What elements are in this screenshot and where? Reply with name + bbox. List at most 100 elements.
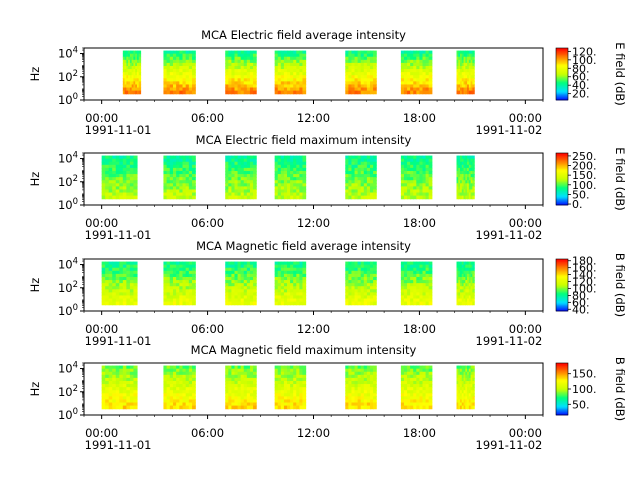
heatmap-cell <box>122 56 126 61</box>
heatmap-cell <box>302 377 307 382</box>
heatmap-cell <box>302 90 307 95</box>
heatmap-cell <box>354 289 359 293</box>
heatmap-cell <box>225 377 229 382</box>
heatmap-cell <box>131 53 135 58</box>
colorbar-segment <box>556 259 568 261</box>
heatmap-cell <box>246 273 251 278</box>
colorbar-segment <box>556 154 568 156</box>
heatmap-cell <box>234 167 239 172</box>
x-date-label: 1991-11-02 <box>476 334 543 348</box>
heatmap-cell <box>461 270 465 275</box>
heatmap-cell <box>470 192 473 197</box>
heatmap-cell <box>112 380 117 385</box>
heatmap-cell <box>243 155 248 160</box>
heatmap-cell <box>403 374 408 379</box>
heatmap-cell <box>403 380 408 385</box>
heatmap-cell <box>246 393 251 397</box>
heatmap-cell <box>419 59 424 64</box>
heatmap-cell <box>185 183 190 187</box>
heatmap-cell <box>410 170 414 175</box>
heatmap-cell <box>354 186 359 191</box>
heatmap-cell <box>458 384 461 388</box>
heatmap-cell <box>172 301 177 306</box>
heatmap-cell <box>302 195 307 200</box>
heatmap-cell <box>274 289 279 293</box>
heatmap-cell <box>366 387 371 391</box>
heatmap-cell <box>131 72 135 76</box>
heatmap-cell <box>363 396 368 401</box>
heatmap-cell <box>119 292 124 297</box>
heatmap-cell <box>231 405 236 410</box>
heatmap-cell <box>225 298 229 303</box>
heatmap-cell <box>357 53 362 58</box>
heatmap-cell <box>172 72 177 76</box>
heatmap-cell <box>172 371 177 376</box>
heatmap-cell <box>357 292 362 297</box>
heatmap-cell <box>240 69 245 73</box>
heatmap-cell <box>410 50 414 55</box>
heatmap-cell <box>112 283 117 287</box>
heatmap-cell <box>133 405 138 410</box>
heatmap-cell <box>176 155 180 160</box>
heatmap-cell <box>253 295 257 300</box>
heatmap-cell <box>299 62 304 67</box>
heatmap-cell <box>129 405 135 410</box>
heatmap-cell <box>468 84 472 89</box>
heatmap-cell <box>163 387 168 391</box>
colorbar-segment <box>556 57 568 59</box>
heatmap-cell <box>166 384 171 388</box>
heatmap-cell <box>468 390 472 394</box>
heatmap-cell <box>108 189 113 194</box>
heatmap-cell <box>422 396 427 401</box>
heatmap-cell <box>129 374 135 379</box>
heatmap-cell <box>246 283 251 287</box>
y-tick-label: 104 <box>58 361 78 376</box>
heatmap-cell <box>169 295 174 300</box>
heatmap-cell <box>119 368 124 373</box>
heatmap-cell <box>280 365 285 370</box>
heatmap-cell <box>465 295 468 300</box>
colorbar-tick-label: 150. <box>572 169 597 182</box>
heatmap-cell <box>246 298 251 303</box>
heatmap-cell <box>129 368 135 373</box>
colorbar-tick-label: 160. <box>572 262 597 275</box>
heatmap-cell <box>461 164 465 169</box>
heatmap-cell <box>373 365 377 370</box>
heatmap-cell <box>468 158 472 163</box>
heatmap-cell <box>122 267 127 272</box>
heatmap-cell <box>299 183 304 187</box>
panel-title: MCA Magnetic field maximum intensity <box>191 343 417 357</box>
heatmap-cell <box>463 368 466 373</box>
heatmap-cell <box>101 286 106 290</box>
heatmap-cell <box>428 177 433 181</box>
heatmap-cell <box>357 62 362 67</box>
heatmap-cell <box>425 286 430 290</box>
heatmap-cell <box>274 183 279 187</box>
heatmap-cell <box>115 365 120 370</box>
colorbar-segment <box>556 304 568 307</box>
heatmap-cell <box>302 393 307 397</box>
heatmap-cell <box>287 273 291 278</box>
heatmap-cell <box>126 270 131 275</box>
colorbar: 50.100.150. B field (dB) <box>555 357 627 421</box>
heatmap-cell <box>176 365 180 370</box>
heatmap-cell <box>290 65 294 70</box>
heatmap-cell <box>112 301 117 306</box>
heatmap-cell <box>290 164 294 169</box>
heatmap-cell <box>428 174 433 178</box>
heatmap-cell <box>456 270 459 275</box>
heatmap-cell <box>188 174 193 178</box>
heatmap-cell <box>179 62 184 67</box>
heatmap-cell <box>163 396 168 401</box>
heatmap-cell <box>465 78 468 82</box>
heatmap-cell <box>101 298 106 303</box>
heatmap-cell <box>296 387 300 391</box>
heatmap-cell <box>246 167 251 172</box>
heatmap-cell <box>422 264 427 269</box>
colorbar-segment <box>556 188 568 190</box>
heatmap-cell <box>231 183 236 187</box>
heatmap-cell <box>283 399 288 404</box>
heatmap-cell <box>369 283 374 287</box>
heatmap-cell <box>163 186 168 191</box>
colorbar-tick-label: 200. <box>572 160 597 173</box>
